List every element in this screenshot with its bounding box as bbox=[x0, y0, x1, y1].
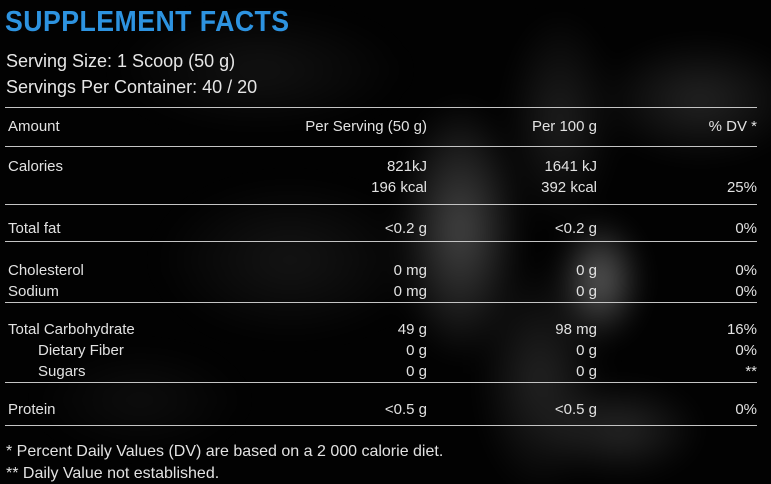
row-sodium: Sodium 0 mg 0 g 0% bbox=[5, 281, 757, 302]
row-cholesterol: Cholesterol 0 mg 0 g 0% bbox=[5, 260, 757, 281]
carbohydrate-per-100g: 98 mg bbox=[555, 321, 597, 338]
serving-size: Serving Size: 1 Scoop (50 g) bbox=[6, 51, 236, 71]
sodium-per-serving: 0 mg bbox=[393, 283, 427, 300]
page-title: SUPPLEMENT FACTS bbox=[5, 6, 290, 38]
total-fat-per-serving: <0.2 g bbox=[384, 220, 427, 237]
nutrient-name: Total fat bbox=[8, 220, 61, 237]
nutrient-name: Sodium bbox=[8, 283, 59, 300]
row-total-fat: Total fat <0.2 g <0.2 g 0% bbox=[5, 205, 757, 242]
footnotes: * Percent Daily Values (DV) are based on… bbox=[6, 441, 771, 484]
nutrient-name: Protein bbox=[8, 401, 56, 418]
header-dv: % DV * bbox=[708, 118, 757, 135]
cholesterol-per-100g: 0 g bbox=[576, 262, 597, 279]
calories-per-serving-kj: 821kJ bbox=[386, 158, 427, 175]
nutrient-name: Sugars bbox=[38, 363, 86, 380]
row-group-carbohydrate: Total Carbohydrate 49 g 98 mg 16% Dietar… bbox=[5, 303, 757, 383]
nutrient-name: Calories bbox=[8, 158, 64, 175]
cholesterol-per-serving: 0 mg bbox=[393, 262, 427, 279]
servings-per-container: Servings Per Container: 40 / 20 bbox=[6, 77, 258, 97]
protein-per-100g: <0.5 g bbox=[554, 401, 597, 418]
total-fat-dv: 0% bbox=[735, 220, 757, 237]
table-header: Amount Per Serving (50 g) Per 100 g % DV… bbox=[5, 108, 757, 147]
fiber-per-100g: 0 g bbox=[576, 342, 597, 359]
row-protein: Protein <0.5 g <0.5 g 0% bbox=[5, 383, 757, 426]
facts-table: Amount Per Serving (50 g) Per 100 g % DV… bbox=[5, 107, 757, 426]
calories-label-spacer bbox=[8, 177, 305, 198]
nutrient-name: Cholesterol bbox=[8, 262, 84, 279]
footnote-daily-values: * Percent Daily Values (DV) are based on… bbox=[6, 443, 444, 460]
row-group-cholesterol-sodium: Cholesterol 0 mg 0 g 0% Sodium 0 mg 0 g … bbox=[5, 242, 757, 303]
fiber-dv: 0% bbox=[735, 342, 757, 359]
carbohydrate-dv: 16% bbox=[726, 321, 757, 338]
protein-dv: 0% bbox=[735, 401, 757, 418]
calories-per-serving-kcal: 196 kcal bbox=[371, 179, 427, 196]
sodium-dv: 0% bbox=[735, 283, 757, 300]
calories-dv: 25% bbox=[726, 179, 757, 196]
carbohydrate-per-serving: 49 g bbox=[397, 321, 427, 338]
row-calories: Calories 821kJ 1641 kJ 196 kcal 392 kcal… bbox=[5, 147, 757, 205]
nutrient-name: Dietary Fiber bbox=[38, 342, 124, 359]
footnote-not-established: ** Daily Value not established. bbox=[6, 465, 220, 482]
row-total-carbohydrate: Total Carbohydrate 49 g 98 mg 16% bbox=[5, 319, 757, 340]
header-per-serving: Per Serving (50 g) bbox=[305, 118, 427, 135]
total-fat-per-100g: <0.2 g bbox=[554, 220, 597, 237]
nutrient-name: Total Carbohydrate bbox=[8, 321, 135, 338]
header-per-100g: Per 100 g bbox=[531, 118, 597, 135]
calories-per-100g-kj: 1641 kJ bbox=[544, 158, 597, 175]
row-sugars: Sugars 0 g 0 g ** bbox=[5, 361, 757, 382]
protein-per-serving: <0.5 g bbox=[384, 401, 427, 418]
fiber-per-serving: 0 g bbox=[406, 342, 427, 359]
calories-per-100g-kcal: 392 kcal bbox=[541, 179, 597, 196]
sodium-per-100g: 0 g bbox=[576, 283, 597, 300]
calories-dv-spacer bbox=[597, 156, 757, 177]
sugars-per-serving: 0 g bbox=[406, 363, 427, 380]
sugars-per-100g: 0 g bbox=[576, 363, 597, 380]
cholesterol-dv: 0% bbox=[735, 262, 757, 279]
header-amount: Amount bbox=[8, 118, 60, 135]
sugars-dv: ** bbox=[745, 363, 757, 380]
row-dietary-fiber: Dietary Fiber 0 g 0 g 0% bbox=[5, 340, 757, 361]
serving-info: Serving Size: 1 Scoop (50 g) Servings Pe… bbox=[6, 48, 771, 100]
